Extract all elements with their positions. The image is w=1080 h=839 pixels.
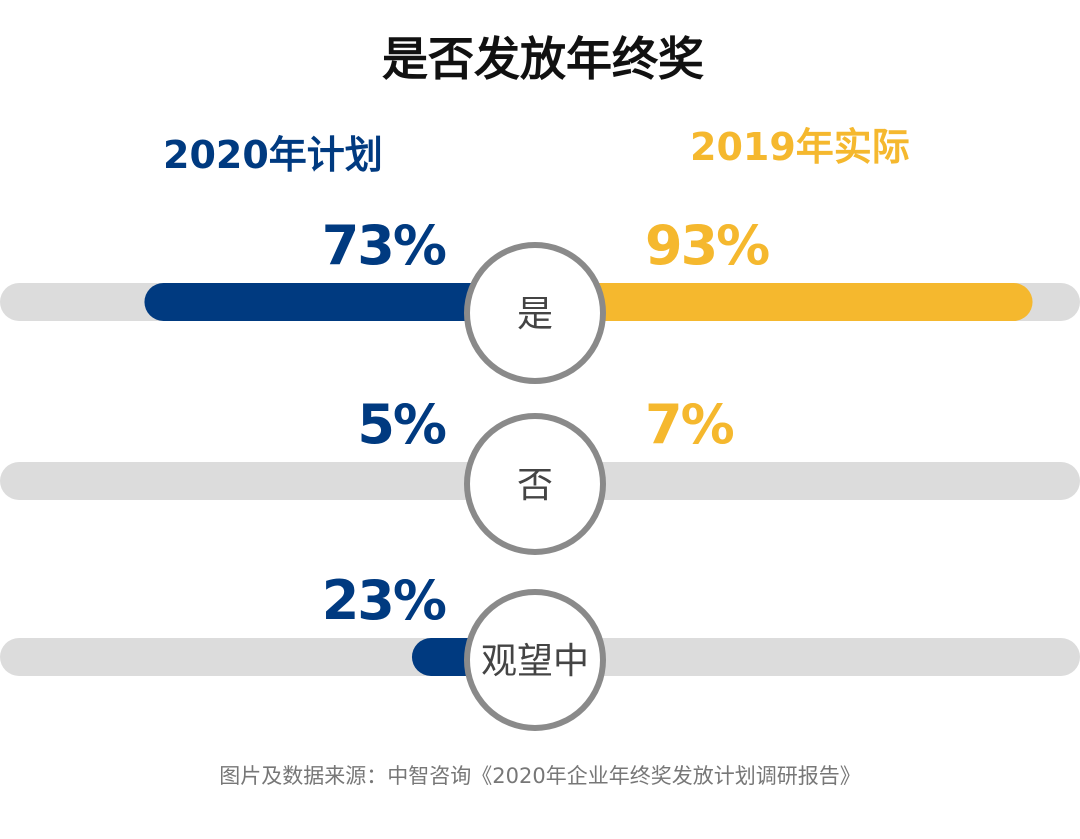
legend-right-series: 2019年实际 <box>690 125 910 169</box>
source-note: 图片及数据来源：中智咨询《2020年企业年终奖发放计划调研报告》 <box>219 764 860 788</box>
category-circle <box>464 589 606 731</box>
category-label: 是 <box>517 294 553 335</box>
category-circle <box>464 242 606 384</box>
category-circle <box>464 413 606 555</box>
value-label-right: 93% <box>645 214 769 277</box>
value-label-left: 5% <box>357 393 446 456</box>
legend-left-series: 2020年计划 <box>163 133 383 177</box>
chart-title: 是否发放年终奖 <box>382 32 704 86</box>
value-label-left: 23% <box>322 569 446 632</box>
category-label: 否 <box>517 465 553 506</box>
value-label-left: 73% <box>322 214 446 277</box>
category-label: 观望中 <box>481 641 589 682</box>
value-label-right: 7% <box>645 393 734 456</box>
